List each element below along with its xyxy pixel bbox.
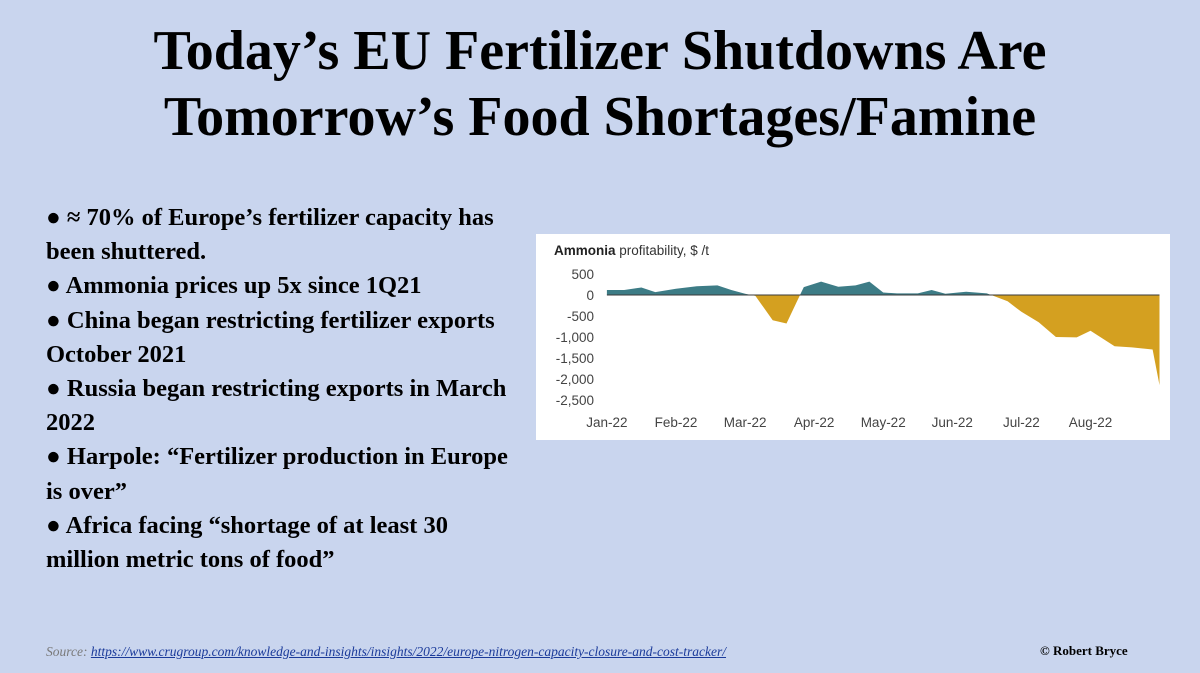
y-tick-label: -500 [567, 309, 594, 324]
x-tick-label: Jan-22 [586, 415, 627, 430]
source-link[interactable]: https://www.crugroup.com/knowledge-and-i… [90, 644, 727, 659]
x-tick-label: Jun-22 [932, 415, 973, 430]
bullet-item: ● Ammonia prices up 5x since 1Q21 [46, 272, 422, 300]
ammonia-profitability-chart: Ammonia profitability, $ /t 500 0 -500 -1,0… [536, 234, 1170, 440]
y-tick-label: -2,500 [556, 393, 594, 408]
area-positive-segment [606, 285, 752, 295]
chart-title-bold: Ammonia [554, 243, 616, 258]
bullet-item: ● ≈ 70% of Europe’s fertilizer capacity … [46, 204, 494, 266]
source-citation: Source: https://www.crugroup.com/knowled… [46, 644, 726, 660]
bullet-list: ● ≈ 70% of Europe’s fertilizer capacity … [46, 201, 516, 577]
area-layer [606, 281, 1160, 386]
x-tick-label: Apr-22 [794, 415, 835, 430]
y-tick-label: -2,000 [556, 372, 594, 387]
copyright-notice: © Robert Bryce [1040, 643, 1128, 658]
chart-title-rest: profitability, $ /t [616, 243, 710, 258]
bullet-item: ● China began restricting fertilizer exp… [46, 306, 495, 368]
y-axis-ticks: 500 0 -500 -1,000 -1,500 -2,000 -2,500 [556, 267, 594, 408]
x-axis-ticks: Jan-22 Feb-22 Mar-22 Apr-22 May-22 Jun-22 Jul-… [586, 415, 1112, 430]
x-tick-label: Feb-22 [655, 415, 698, 430]
slide-title: Today’s EU Fertilizer Shutdowns Are Tomo… [0, 18, 1200, 150]
chart-svg: Ammonia profitability, $ /t 500 0 -500 -1,0… [554, 243, 1160, 430]
title-line-2: Tomorrow’s Food Shortages/Famine [163, 86, 1037, 148]
y-tick-label: 0 [586, 288, 594, 303]
bullet-item: ● Africa facing “shortage of at least 30… [46, 511, 448, 574]
area-negative-segment [751, 295, 800, 324]
bullet-item: ● Harpole: “Fertilizer production in Eur… [46, 443, 508, 505]
bullet-item: ● Russia began restricting exports in Ma… [46, 375, 507, 437]
y-tick-label: -1,500 [556, 351, 594, 366]
x-tick-label: May-22 [861, 415, 906, 430]
area-positive-segment [800, 281, 992, 295]
chart-title: Ammonia profitability, $ /t [554, 243, 709, 258]
y-tick-label: 500 [571, 267, 594, 282]
source-label: Source: [46, 644, 91, 659]
x-tick-label: Jul-22 [1003, 415, 1040, 430]
x-tick-label: Mar-22 [724, 415, 767, 430]
y-tick-label: -1,000 [556, 330, 594, 345]
area-negative-segment [991, 295, 1160, 386]
x-tick-label: Aug-22 [1069, 415, 1113, 430]
title-line-1: Today’s EU Fertilizer Shutdowns Are [153, 20, 1047, 82]
